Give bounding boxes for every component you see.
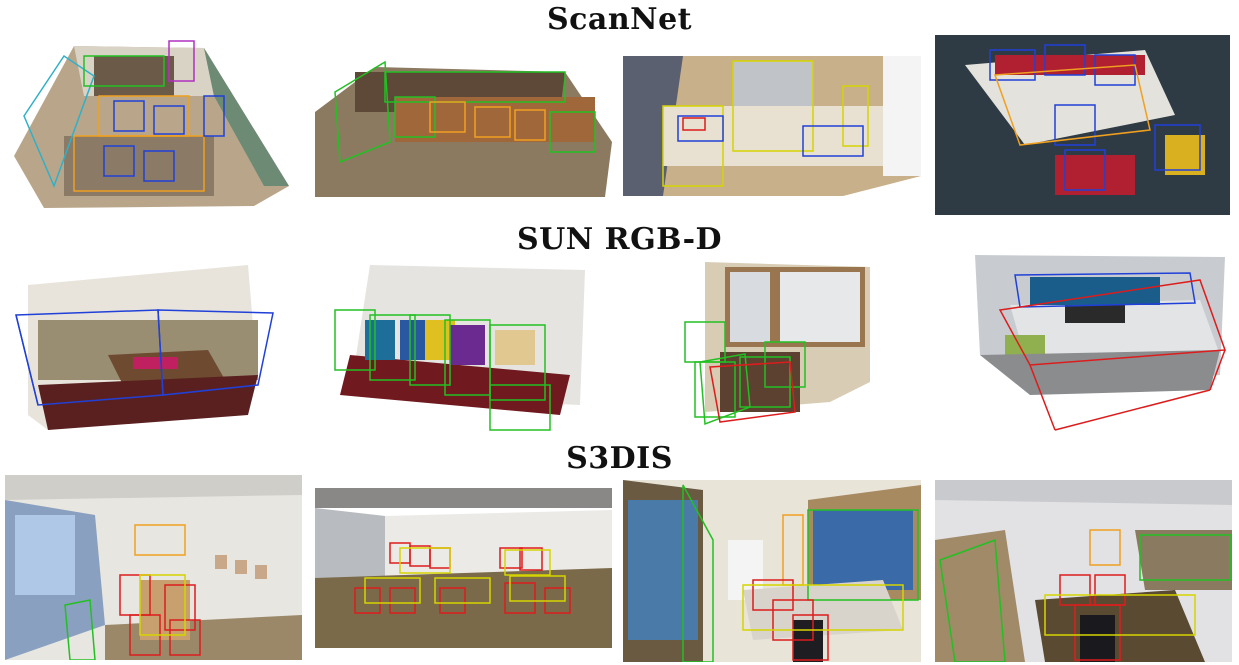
scannet-scene-3 (623, 56, 921, 196)
s3dis-scene-3 (623, 480, 921, 662)
scannet-scene-2 (315, 52, 612, 202)
s3dis-scene-1 (5, 475, 302, 660)
section-title-s3dis: S3DIS (566, 441, 673, 476)
scannet-scene-1 (4, 36, 294, 212)
section-title-scannet: ScanNet (546, 2, 693, 37)
sunrgbd-scene-4 (970, 255, 1230, 435)
sunrgbd-scene-2 (330, 265, 585, 435)
section-title-sunrgbd: SUN RGB-D (516, 222, 723, 257)
sunrgbd-scene-3 (680, 262, 875, 437)
s3dis-scene-2 (315, 488, 612, 648)
s3dis-scene-4 (935, 480, 1232, 662)
sunrgbd-scene-1 (8, 265, 276, 435)
scannet-scene-4 (935, 35, 1230, 215)
